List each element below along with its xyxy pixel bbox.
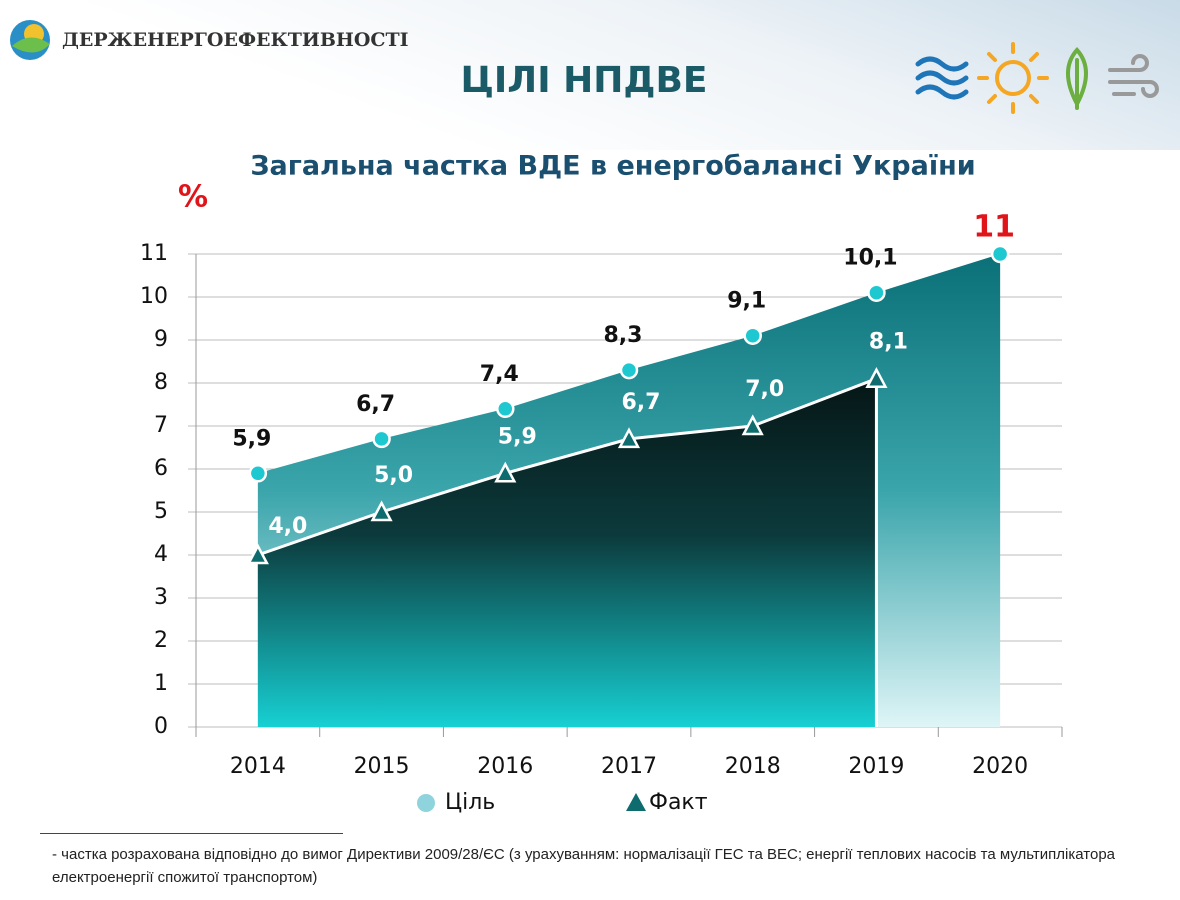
- data-label: 6,7: [356, 392, 395, 417]
- header-background: [0, 0, 1180, 150]
- y-tick-label: 0: [154, 714, 168, 739]
- footnote-rule: [40, 833, 343, 834]
- data-label: 8,3: [604, 323, 643, 348]
- brand: ДЕРЖЕНЕРГОЕФЕКТИВНОСТІ: [62, 29, 409, 51]
- icons: [915, 42, 1159, 114]
- data-label: 5,9: [498, 424, 537, 449]
- marker: [865, 367, 888, 388]
- y-axis-label: %: [178, 180, 208, 215]
- x-tick-label: 2017: [601, 754, 657, 779]
- data-label: 4,0: [268, 514, 307, 539]
- y-tick-label: 3: [154, 585, 168, 610]
- legend-label: Факт: [649, 790, 708, 815]
- marker: [246, 543, 269, 565]
- marker: [990, 244, 1010, 264]
- x-tick-label: 2018: [725, 754, 781, 779]
- marker: [743, 326, 762, 345]
- y-tick-label: 9: [154, 327, 168, 352]
- logo: [10, 20, 50, 60]
- marker: [494, 461, 517, 483]
- footnote: - частка розрахована відповідно до вимог…: [52, 846, 1116, 886]
- marker: [741, 414, 764, 436]
- y-tick-label: 11: [140, 241, 168, 266]
- x-tick-label: 2020: [972, 754, 1028, 779]
- chart-title: Загальна частка ВДЕ в енергобалансі Укра…: [250, 151, 975, 182]
- data-label: 10,1: [843, 246, 897, 271]
- marker: [372, 429, 391, 449]
- legend-marker: [417, 794, 435, 812]
- marker: [370, 500, 393, 522]
- y-tick-label: 8: [154, 370, 168, 395]
- x-tick-label: 2014: [230, 754, 286, 779]
- x-tick-label: 2015: [354, 754, 410, 779]
- y-tick-label: 10: [140, 284, 168, 309]
- y-tick-label: 6: [154, 456, 168, 481]
- legend-label: Ціль: [445, 790, 495, 815]
- y-tick-label: 2: [154, 628, 168, 653]
- marker: [248, 464, 268, 483]
- legend-marker: [626, 793, 646, 811]
- data-label: 7,4: [480, 362, 519, 387]
- slide-title: ЦІЛІ НПДВЕ: [461, 60, 708, 101]
- marker: [496, 399, 515, 419]
- y-tick-label: 7: [154, 413, 168, 438]
- area: [257, 378, 877, 727]
- marker: [867, 283, 886, 302]
- x-tick-label: 2019: [848, 754, 904, 779]
- marker: [619, 360, 639, 380]
- data-label: 5,0: [374, 463, 413, 488]
- data-label: 8,1: [869, 330, 908, 355]
- data-label: 7,0: [745, 377, 784, 402]
- data-label: 5,9: [232, 426, 271, 451]
- data-label: 6,7: [622, 390, 661, 415]
- y-tick-label: 5: [154, 499, 168, 524]
- marker: [617, 427, 641, 449]
- line: [257, 377, 877, 557]
- y-tick-label: 1: [154, 671, 168, 696]
- y-tick-label: 4: [154, 542, 168, 567]
- x-tick-label: 2016: [477, 754, 533, 779]
- data-label: 11: [973, 210, 1015, 245]
- data-label: 9,1: [727, 289, 766, 314]
